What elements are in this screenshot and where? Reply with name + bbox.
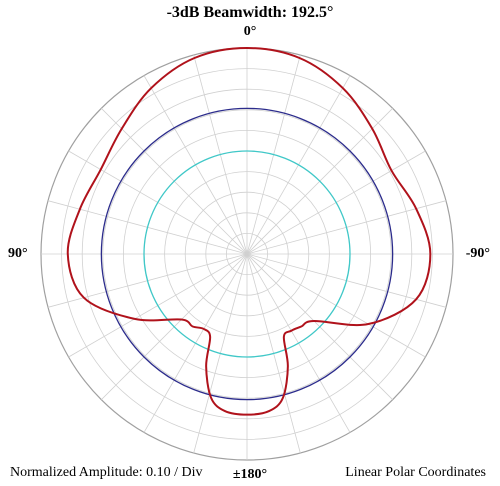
polar-grid <box>40 47 454 461</box>
reference-circle <box>100 107 394 401</box>
angle-label-0: 0° <box>243 24 257 39</box>
reference-circles <box>100 107 394 401</box>
coordinate-system-note: Linear Polar Coordinates <box>345 465 486 480</box>
pattern-line <box>66 47 432 416</box>
reference-circle <box>143 150 351 358</box>
angle-label-minus-90: -90° <box>465 246 490 261</box>
angle-label-90: 90° <box>8 246 28 261</box>
angle-label-180: ±180° <box>232 467 268 482</box>
chart-title: -3dB Beamwidth: 192.5° <box>166 4 334 21</box>
radiation-pattern <box>66 47 432 416</box>
amplitude-scale-note: Normalized Amplitude: 0.10 / Div <box>10 465 203 480</box>
